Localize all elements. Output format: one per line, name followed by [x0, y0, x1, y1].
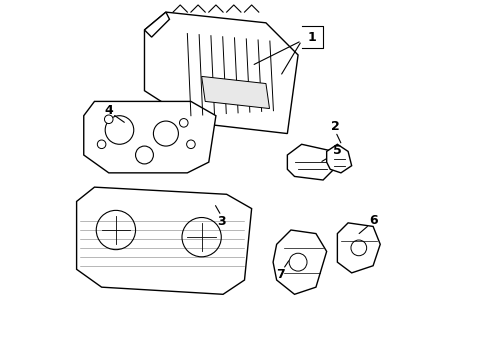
Polygon shape	[272, 230, 326, 294]
Circle shape	[97, 140, 106, 149]
Polygon shape	[83, 102, 216, 173]
Circle shape	[186, 140, 195, 149]
Circle shape	[182, 217, 221, 257]
Text: 4: 4	[104, 104, 113, 117]
Circle shape	[105, 116, 134, 144]
Polygon shape	[337, 223, 380, 273]
Polygon shape	[326, 144, 351, 173]
Text: 1: 1	[307, 31, 316, 44]
Text: 3: 3	[217, 215, 225, 228]
Text: 6: 6	[368, 213, 377, 226]
Text: 2: 2	[330, 120, 339, 133]
Circle shape	[350, 240, 366, 256]
Circle shape	[179, 118, 188, 127]
Polygon shape	[144, 12, 298, 134]
Polygon shape	[77, 187, 251, 294]
Polygon shape	[201, 76, 269, 109]
Circle shape	[135, 146, 153, 164]
Text: 5: 5	[332, 144, 341, 157]
Circle shape	[288, 253, 306, 271]
Circle shape	[96, 210, 135, 249]
Polygon shape	[144, 12, 169, 37]
Circle shape	[104, 115, 113, 123]
Circle shape	[153, 121, 178, 146]
Polygon shape	[287, 144, 337, 180]
Text: 7: 7	[275, 268, 284, 281]
